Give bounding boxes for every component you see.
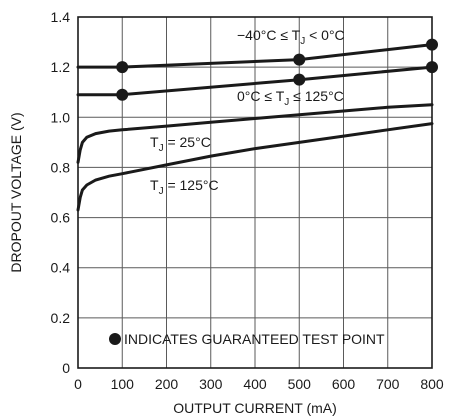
- grid: [78, 17, 432, 368]
- series-line-2: [76, 65, 434, 97]
- test-point-marker: [293, 73, 306, 86]
- series-line-4: [76, 122, 434, 212]
- x-tick-label: 700: [376, 376, 400, 392]
- y-axis-title: DROPOUT VOLTAGE (V): [8, 112, 24, 272]
- series-line-1: [76, 43, 434, 69]
- test-point-markers: [116, 38, 438, 101]
- x-tick-label: 800: [420, 376, 444, 392]
- y-tick-label: 1.0: [51, 109, 71, 125]
- x-tick-label: 100: [111, 376, 135, 392]
- test-point-marker: [426, 61, 438, 74]
- test-point-marker: [426, 38, 438, 51]
- y-tick-label: 0: [62, 360, 70, 376]
- x-axis-title: OUTPUT CURRENT (mA): [173, 400, 337, 416]
- x-tick-label: 600: [332, 376, 356, 392]
- test-point-marker: [116, 88, 129, 101]
- y-tick-label: 0.8: [51, 159, 71, 175]
- test-point-marker: [293, 53, 306, 66]
- y-tick-labels: 0 0.2 0.4 0.6 0.8 1.0 1.2 1.4: [51, 9, 71, 376]
- curve-label-4: TJ = 125°C: [150, 177, 219, 197]
- curve-labels: −40°C ≤ TJ < 0°C 0°C ≤ TJ ≤ 125°C TJ = 25°…: [150, 27, 345, 197]
- legend-note-text: INDICATES GUARANTEED TEST POINT: [124, 331, 385, 347]
- y-tick-label: 1.2: [51, 59, 71, 75]
- legend-note: INDICATES GUARANTEED TEST POINT: [109, 331, 385, 347]
- x-tick-label: 400: [243, 376, 267, 392]
- y-tick-label: 1.4: [51, 9, 71, 25]
- curve-label-1: −40°C ≤ TJ < 0°C: [237, 27, 345, 47]
- x-tick-label: 300: [199, 376, 223, 392]
- curves: [76, 43, 434, 212]
- y-tick-label: 0.4: [51, 260, 71, 276]
- test-point-legend-marker: [109, 333, 121, 345]
- test-point-marker: [116, 61, 129, 74]
- x-tick-label: 200: [155, 376, 179, 392]
- plot-frame: [77, 16, 433, 369]
- curve-label-2: 0°C ≤ TJ ≤ 125°C: [237, 88, 344, 108]
- y-tick-label: 0.2: [51, 310, 71, 326]
- series-line-3: [76, 103, 434, 164]
- y-tick-label: 0.6: [51, 210, 71, 226]
- x-tick-label: 0: [74, 376, 82, 392]
- x-tick-label: 500: [288, 376, 312, 392]
- x-tick-labels: 0 100 200 300 400 500 600 700 800: [74, 376, 444, 392]
- curve-label-3: TJ = 25°C: [150, 134, 211, 154]
